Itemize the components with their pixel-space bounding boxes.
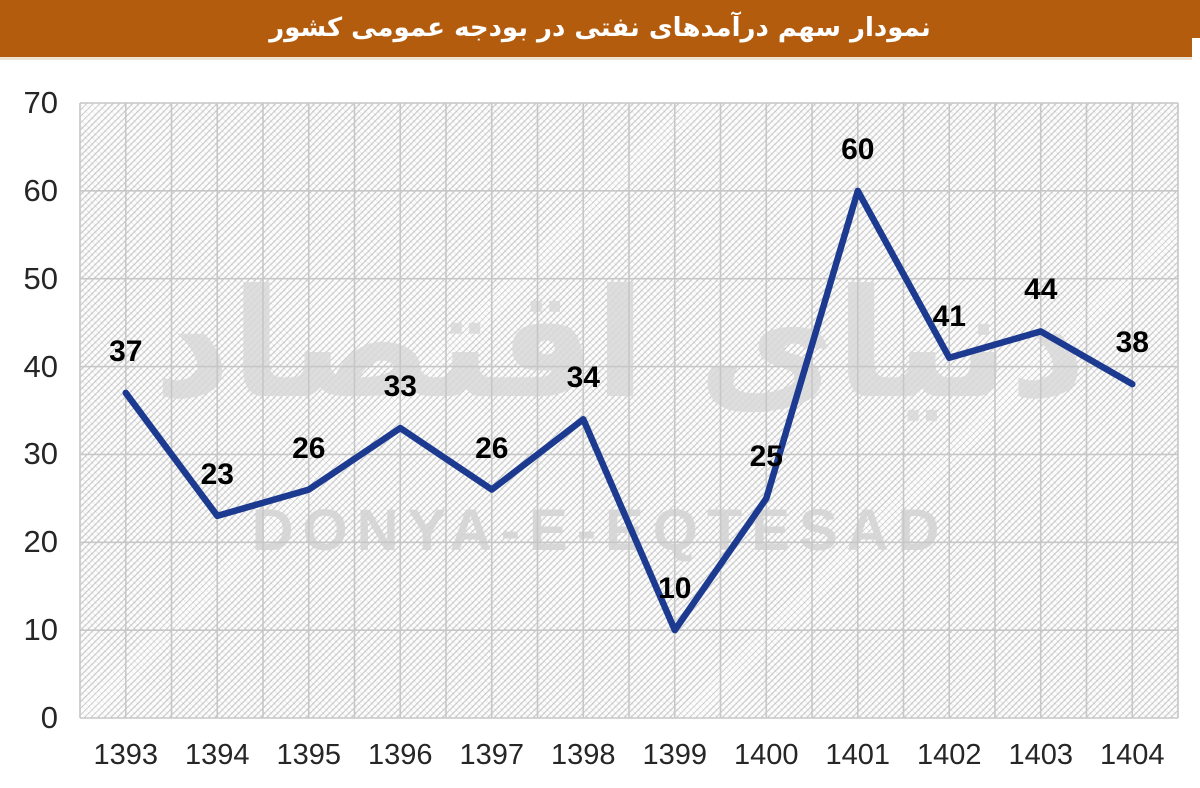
x-tick-label: 1400 — [733, 739, 799, 771]
x-tick-label: 1403 — [1008, 739, 1073, 771]
x-tick-label: 1404 — [1099, 739, 1165, 771]
data-label: 37 — [109, 334, 143, 368]
x-tick-label: 1402 — [916, 739, 982, 771]
x-tick-label: 1395 — [276, 739, 341, 771]
data-label: 44 — [1024, 273, 1058, 307]
data-label: 23 — [200, 457, 234, 491]
x-tick-label: 1401 — [825, 739, 890, 771]
y-tick-label: 10 — [23, 612, 58, 648]
data-label: 33 — [383, 370, 417, 404]
y-tick-label: 40 — [23, 348, 58, 384]
y-tick-label: 30 — [23, 436, 58, 472]
y-tick-label: 50 — [23, 260, 58, 296]
data-label: 60 — [841, 132, 875, 166]
data-label: 26 — [475, 431, 509, 465]
x-tick-label: 1399 — [642, 739, 707, 771]
data-label: 26 — [292, 431, 326, 465]
y-tick-label: 70 — [23, 85, 58, 120]
x-tick-label: 1398 — [550, 739, 616, 771]
x-tick-label: 1397 — [459, 739, 524, 771]
plot-area — [80, 103, 1178, 718]
x-tick-label: 1393 — [93, 739, 158, 771]
data-label: 38 — [1115, 326, 1149, 360]
y-tick-label: 20 — [23, 524, 58, 560]
y-tick-label: 0 — [40, 700, 58, 735]
data-label: 34 — [566, 361, 600, 395]
x-tick-label: 1394 — [184, 739, 250, 771]
y-tick-label: 60 — [23, 172, 58, 208]
header-corner-notch — [1192, 38, 1200, 60]
data-label: 41 — [932, 299, 966, 333]
header-bar: نمودار سهم درآمدهای نفتی در بودجه عمومی … — [0, 0, 1200, 60]
x-tick-label: 1396 — [367, 739, 433, 771]
data-label: 10 — [658, 572, 692, 606]
data-label: 25 — [749, 440, 783, 474]
chart-title: نمودار سهم درآمدهای نفتی در بودجه عمومی … — [269, 12, 931, 43]
